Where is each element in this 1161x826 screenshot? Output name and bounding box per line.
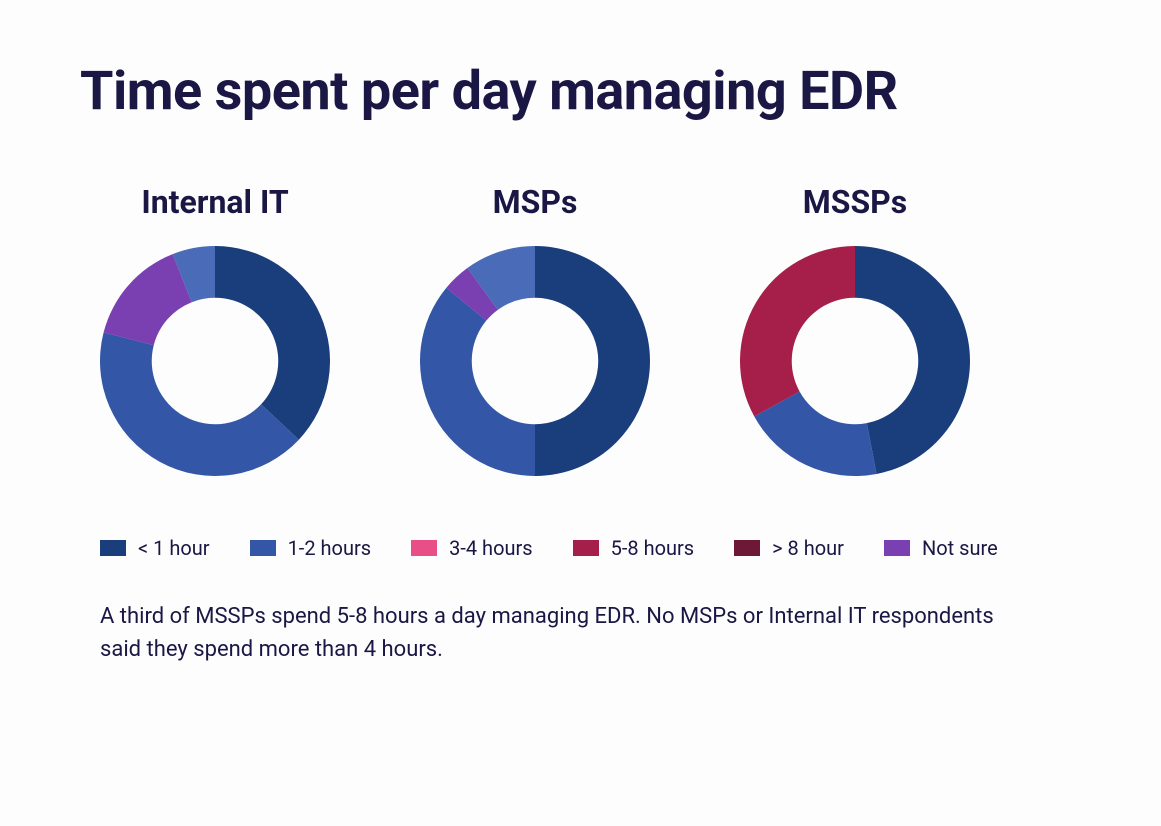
chart-label: Internal IT	[141, 183, 288, 221]
legend-item-gt8: > 8 hour	[734, 536, 844, 560]
legend-label: 3-4 hours	[449, 536, 533, 560]
chart-mssps: MSSPs	[740, 183, 970, 476]
chart-label: MSSPs	[803, 183, 907, 221]
legend-label: 1-2 hours	[288, 536, 372, 560]
legend-label: > 8 hour	[772, 536, 844, 560]
chart-label: MSPs	[493, 183, 578, 221]
legend-item-1-2: 1-2 hours	[250, 536, 372, 560]
caption-text: A third of MSSPs spend 5-8 hours a day m…	[80, 600, 1040, 666]
legend-swatch	[573, 540, 599, 556]
chart-msps: MSPs	[420, 183, 650, 476]
legend: < 1 hour 1-2 hours 3-4 hours 5-8 hours >…	[80, 536, 1081, 560]
legend-label: Not sure	[922, 536, 998, 560]
legend-label: < 1 hour	[138, 536, 210, 560]
donut-chart	[420, 246, 650, 476]
legend-item-5-8: 5-8 hours	[573, 536, 695, 560]
legend-swatch	[250, 540, 276, 556]
legend-label: 5-8 hours	[611, 536, 695, 560]
donut-chart	[100, 246, 330, 476]
legend-swatch	[884, 540, 910, 556]
charts-row: Internal IT MSPs MSSPs	[80, 183, 1081, 476]
legend-swatch	[100, 540, 126, 556]
legend-swatch	[411, 540, 437, 556]
chart-internal-it: Internal IT	[100, 183, 330, 476]
legend-swatch	[734, 540, 760, 556]
legend-item-not-sure: Not sure	[884, 536, 998, 560]
legend-item-3-4: 3-4 hours	[411, 536, 533, 560]
page-title: Time spent per day managing EDR	[80, 60, 1081, 123]
legend-item-lt1: < 1 hour	[100, 536, 210, 560]
donut-chart	[740, 246, 970, 476]
